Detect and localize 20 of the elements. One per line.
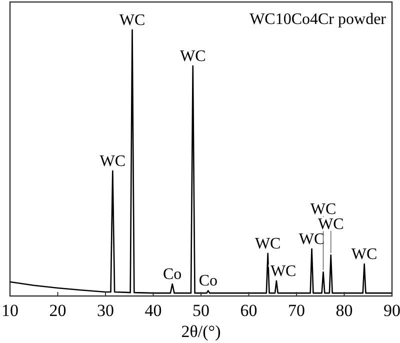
x-tick-label: 70 — [288, 301, 305, 320]
annotation: WC — [180, 48, 206, 65]
annotation: WC — [100, 152, 126, 170]
x-tick-label: 50 — [192, 301, 210, 320]
text: WC10Co4Cr powder — [250, 11, 387, 28]
x-tick-label: 40 — [144, 301, 162, 320]
annotation: Co — [198, 272, 218, 290]
annotation: WC — [119, 12, 146, 29]
annotation: WC — [351, 246, 378, 264]
annotation: WC — [270, 262, 296, 280]
x-tick-label: 60 — [240, 301, 258, 320]
x-axis-title: 2θ/(°) — [181, 322, 221, 341]
annotation: WC — [310, 200, 336, 218]
x-tick-label: 80 — [336, 301, 353, 320]
annotation: WC — [254, 235, 281, 252]
x-tick-label: 20 — [49, 301, 66, 320]
x-tick-label: 10 — [2, 301, 18, 320]
x-tick-label: 30 — [97, 301, 114, 320]
annotation: Co — [163, 266, 182, 284]
x-tick-label: 90 — [384, 301, 400, 320]
